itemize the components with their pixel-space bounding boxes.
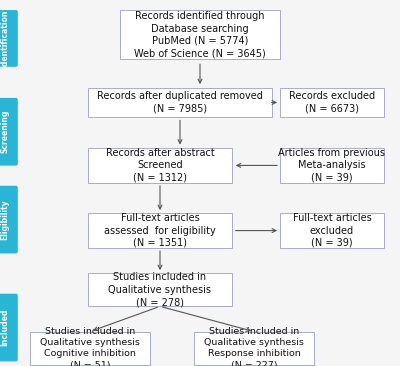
Text: Screening: Screening bbox=[0, 110, 9, 153]
FancyBboxPatch shape bbox=[120, 10, 280, 59]
FancyBboxPatch shape bbox=[88, 273, 232, 306]
FancyBboxPatch shape bbox=[280, 88, 384, 117]
Text: Records after duplicated removed
(N = 7985): Records after duplicated removed (N = 79… bbox=[97, 91, 263, 114]
Text: Studies included in
Qualitative synthesis
Response inhibition
(N = 227): Studies included in Qualitative synthesi… bbox=[204, 327, 304, 366]
FancyBboxPatch shape bbox=[280, 148, 384, 183]
FancyBboxPatch shape bbox=[194, 332, 314, 365]
Text: Included: Included bbox=[0, 309, 9, 346]
Text: Studies included in
Qualitative synthesis
Cognitive inhibition
(N = 51): Studies included in Qualitative synthesi… bbox=[40, 327, 140, 366]
Text: Eligibility: Eligibility bbox=[0, 199, 9, 240]
FancyBboxPatch shape bbox=[88, 88, 272, 117]
FancyBboxPatch shape bbox=[0, 186, 18, 253]
FancyBboxPatch shape bbox=[280, 213, 384, 248]
Text: Full-text articles
assessed  for eligibility
(N = 1351): Full-text articles assessed for eligibil… bbox=[104, 213, 216, 248]
FancyBboxPatch shape bbox=[30, 332, 150, 365]
Text: Records after abstract
Screened
(N = 1312): Records after abstract Screened (N = 131… bbox=[106, 148, 214, 183]
FancyBboxPatch shape bbox=[0, 294, 18, 362]
FancyBboxPatch shape bbox=[88, 148, 232, 183]
Text: Records excluded
(N = 6673): Records excluded (N = 6673) bbox=[289, 91, 375, 114]
FancyBboxPatch shape bbox=[0, 98, 18, 165]
Text: Studies included in
Qualitative synthesis
(N = 278): Studies included in Qualitative synthesi… bbox=[108, 272, 212, 307]
Text: Articles from previous
Meta-analysis
(N = 39): Articles from previous Meta-analysis (N … bbox=[278, 148, 386, 183]
FancyBboxPatch shape bbox=[88, 213, 232, 248]
Text: Full-text articles
excluded
(N = 39): Full-text articles excluded (N = 39) bbox=[293, 213, 371, 248]
Text: Records identified through
Database searching
PubMed (N = 5774)
Web of Science (: Records identified through Database sear… bbox=[134, 11, 266, 58]
Text: Identification: Identification bbox=[0, 9, 9, 68]
FancyBboxPatch shape bbox=[0, 10, 18, 67]
